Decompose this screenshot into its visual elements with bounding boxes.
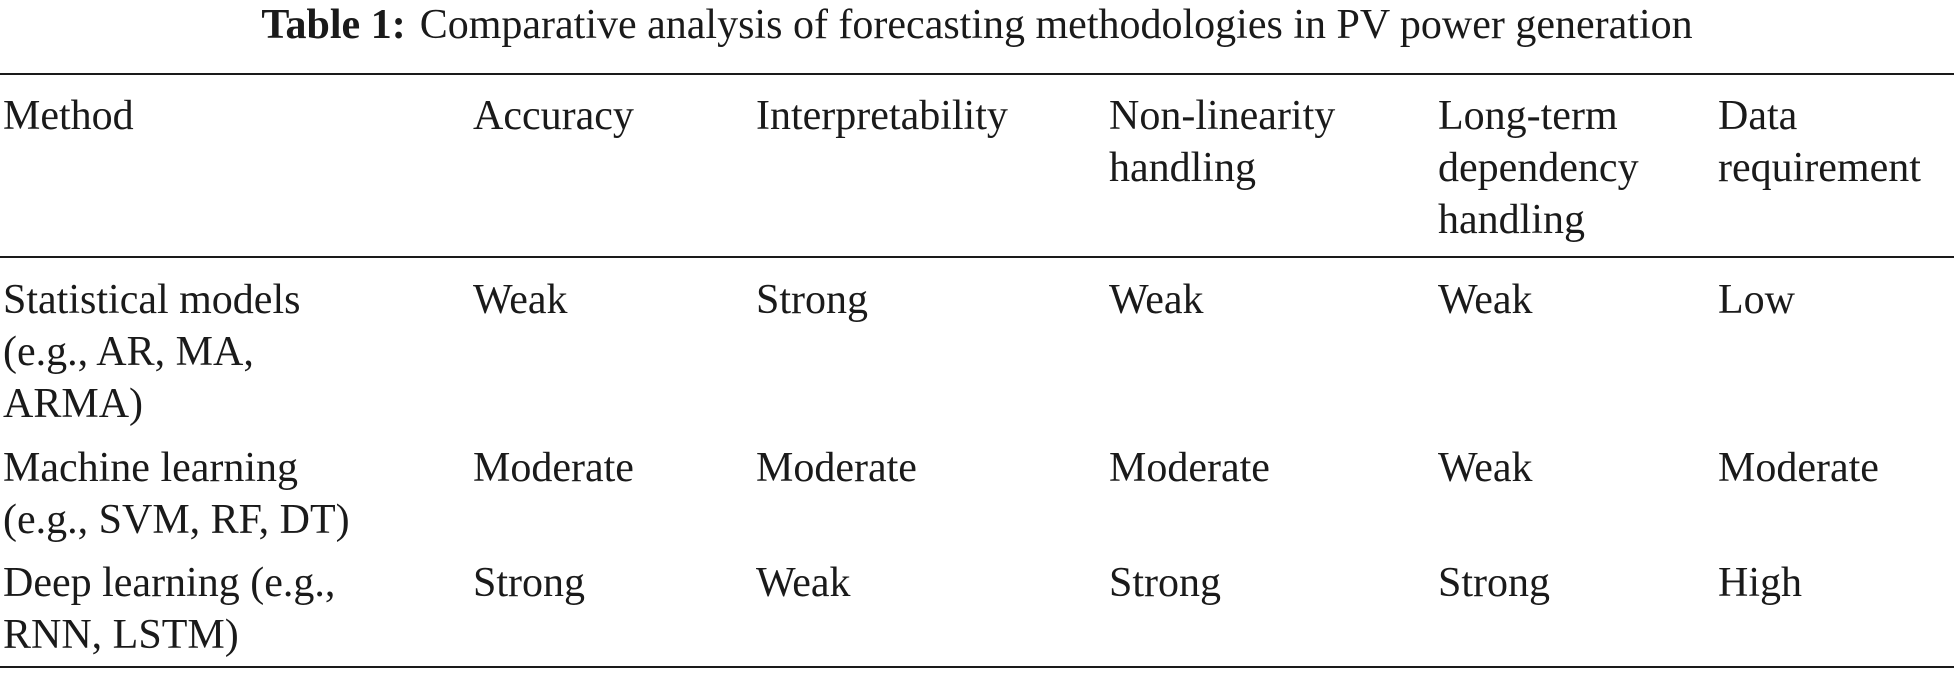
row-1-method-line-2: (e.g., AR, MA, bbox=[3, 329, 254, 375]
row-3-method-line-2: RNN, LSTM) bbox=[3, 612, 239, 658]
row-1-interpretability: Strong bbox=[756, 277, 869, 323]
bottom-rule bbox=[0, 666, 1954, 668]
row-2-data-requirement: Moderate bbox=[1718, 445, 1879, 491]
row-1-method-line-3: ARMA) bbox=[3, 381, 144, 427]
header-data-requirement-line-1: Data bbox=[1718, 93, 1798, 139]
row-3-accuracy: Strong bbox=[473, 560, 586, 606]
top-rule bbox=[0, 73, 1954, 75]
row-2-accuracy: Moderate bbox=[473, 445, 634, 491]
row-1-method: Statistical models (e.g., AR, MA, ARMA) bbox=[3, 274, 300, 430]
header-nonlinearity-line-1: Non-linearity bbox=[1109, 93, 1336, 139]
header-nonlinearity: Non-linearity handling bbox=[1109, 90, 1335, 194]
caption-label: Table 1: bbox=[261, 2, 406, 48]
row-3-method: Deep learning (e.g., RNN, LSTM) bbox=[3, 557, 335, 661]
header-long-term-line-3: handling bbox=[1438, 197, 1585, 243]
header-accuracy-line: Accuracy bbox=[473, 93, 634, 139]
header-rule bbox=[0, 256, 1954, 258]
row-2-nonlinearity: Moderate bbox=[1109, 445, 1270, 491]
row-3-data-requirement: High bbox=[1718, 560, 1802, 606]
header-long-term-line-2: dependency bbox=[1438, 145, 1639, 191]
row-2-method-line-2: (e.g., SVM, RF, DT) bbox=[3, 497, 350, 543]
header-nonlinearity-line-2: handling bbox=[1109, 145, 1256, 191]
row-3-nonlinearity: Strong bbox=[1109, 560, 1222, 606]
row-2-long-term: Weak bbox=[1438, 445, 1533, 491]
caption-text: Comparative analysis of forecasting meth… bbox=[419, 2, 1693, 48]
row-1-data-requirement: Low bbox=[1718, 277, 1795, 323]
header-long-term-line-1: Long-term bbox=[1438, 93, 1618, 139]
table-caption: Table 1: Comparative analysis of forecast… bbox=[0, 0, 1954, 60]
row-2-method: Machine learning (e.g., SVM, RF, DT) bbox=[3, 442, 350, 546]
header-accuracy: Accuracy bbox=[473, 90, 634, 142]
row-2-interpretability: Moderate bbox=[756, 445, 917, 491]
header-interpretability-line: Interpretability bbox=[756, 93, 1008, 139]
row-3-interpretability: Weak bbox=[756, 560, 851, 606]
header-data-requirement: Data requirement bbox=[1718, 90, 1921, 194]
row-1-method-line-1: Statistical models bbox=[3, 277, 301, 323]
header-interpretability: Interpretability bbox=[756, 90, 1008, 142]
row-3-method-line-1: Deep learning (e.g., bbox=[3, 560, 336, 606]
row-1-nonlinearity: Weak bbox=[1109, 277, 1204, 323]
row-1-accuracy: Weak bbox=[473, 277, 568, 323]
row-2-method-line-1: Machine learning bbox=[3, 445, 299, 491]
row-1-long-term: Weak bbox=[1438, 277, 1533, 323]
header-method: Method bbox=[3, 90, 134, 142]
header-method-line: Method bbox=[3, 93, 134, 139]
header-long-term: Long-term dependency handling bbox=[1438, 90, 1639, 246]
header-data-requirement-line-2: requirement bbox=[1718, 145, 1921, 191]
row-3-long-term: Strong bbox=[1438, 560, 1551, 606]
